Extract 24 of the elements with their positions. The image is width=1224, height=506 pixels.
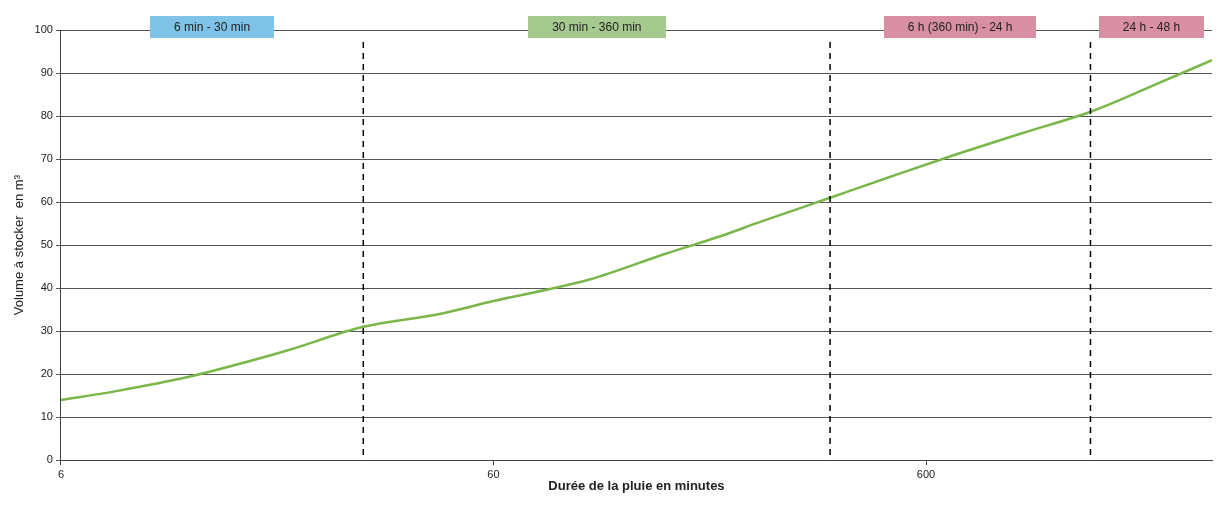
y-tick-label: 10 xyxy=(40,410,53,423)
y-tick-label: 50 xyxy=(40,238,53,251)
annotation: 30 min - 360 min xyxy=(552,20,642,34)
y-tick-label: 70 xyxy=(40,152,53,165)
label-box: 30 min - 360 min xyxy=(528,16,666,38)
y-tick-label: 30 xyxy=(40,324,53,337)
y-tick-label: 0 xyxy=(46,453,53,466)
y-tick-label: 80 xyxy=(40,109,53,122)
annotation: 6 h (360 min) - 24 h xyxy=(907,20,1013,34)
y-tick-label: 20 xyxy=(40,367,53,380)
y-tick-label: 40 xyxy=(40,281,53,294)
annotation: 6 min - 30 min xyxy=(174,20,251,34)
y-tick-label: 90 xyxy=(40,66,53,79)
y-axis-title: Volume à stocker en m³ xyxy=(11,174,27,316)
y-tick-label: 60 xyxy=(40,195,53,208)
label-box: 6 h (360 min) - 24 h xyxy=(883,16,1037,38)
x-tick-label: 600 xyxy=(916,467,936,480)
label-box: 6 min - 30 min xyxy=(150,16,275,38)
annotation: 24 h - 48 h xyxy=(1122,20,1181,34)
label-box: 24 h - 48 h xyxy=(1098,16,1205,38)
x-tick-label: 60 xyxy=(487,467,500,480)
x-axis-title: Durée de la pluie en minutes xyxy=(548,477,725,493)
x-tick-label: 6 xyxy=(57,467,65,480)
y-tick-label: 100 xyxy=(34,23,53,36)
